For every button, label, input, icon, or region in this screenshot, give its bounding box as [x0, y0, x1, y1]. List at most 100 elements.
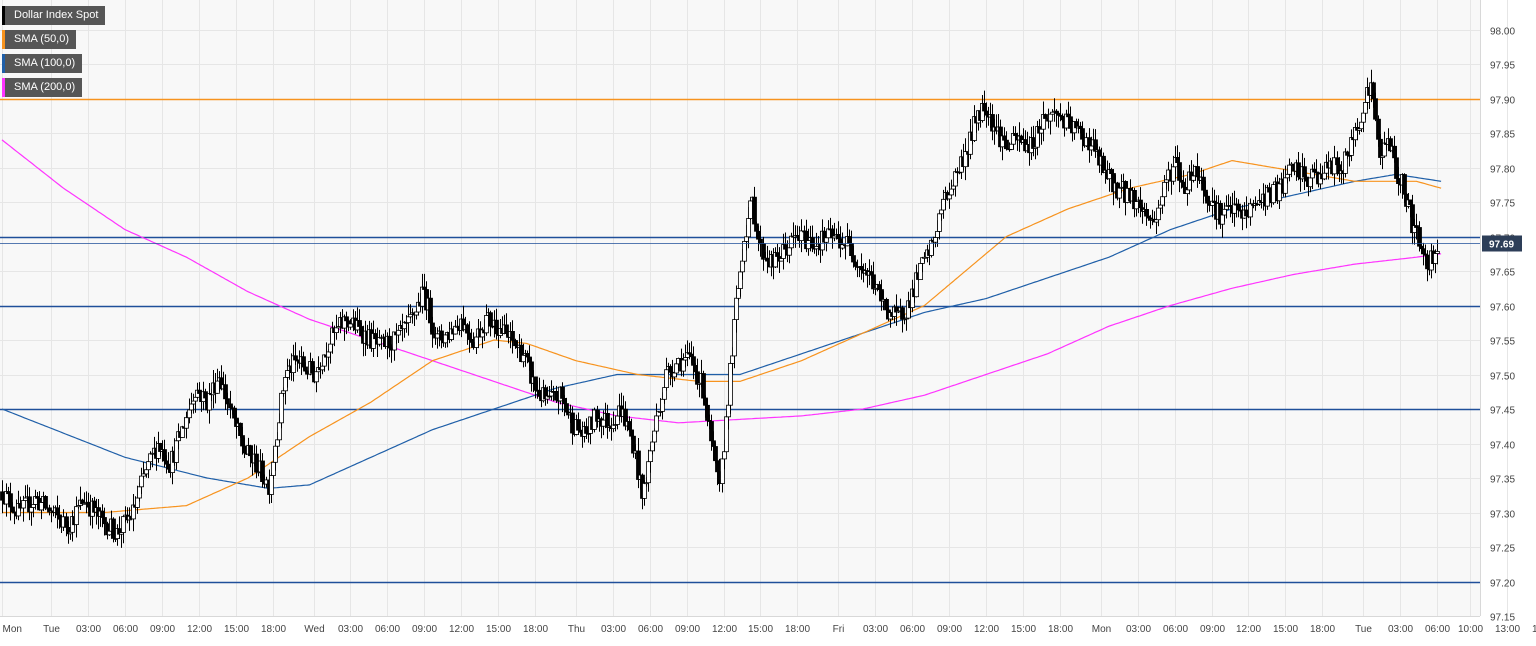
x-tick-label: 03:00: [338, 624, 363, 635]
x-tick-label: 03:00: [76, 624, 101, 635]
candle-body: [1297, 163, 1301, 177]
candle-body: [440, 331, 444, 340]
candle-body: [790, 236, 794, 248]
candle-body: [431, 323, 435, 334]
candle-body: [1284, 178, 1288, 194]
x-tick-label: 03:00: [601, 624, 626, 635]
candle-body: [714, 447, 718, 461]
candle-body: [1403, 175, 1407, 195]
candle-body: [1221, 215, 1225, 224]
candle-body: [1313, 169, 1317, 172]
legend-label: SMA (200,0): [14, 81, 75, 93]
candle-body: [1186, 190, 1190, 194]
candle-body: [1362, 113, 1366, 122]
candle-body: [655, 416, 659, 431]
candle-body: [136, 498, 140, 507]
candle-body: [327, 352, 331, 357]
candle-body: [58, 515, 62, 519]
candle-body: [122, 517, 126, 533]
candle-body: [784, 245, 788, 250]
candle-body: [272, 462, 276, 475]
candle-body: [321, 366, 325, 370]
candle-body: [138, 487, 142, 498]
x-tick-label: 06:00: [1425, 624, 1450, 635]
candle-body: [749, 201, 753, 219]
candle-body: [675, 364, 679, 373]
candle-body: [538, 390, 542, 396]
candle-body: [747, 219, 751, 237]
candle-body: [304, 367, 308, 371]
y-tick-label: 97.85: [1490, 130, 1515, 141]
candle-body: [942, 199, 946, 210]
candle-body: [692, 357, 696, 366]
x-tick-label: 18:00: [523, 624, 548, 635]
candle-body: [837, 234, 841, 238]
candle-body: [1010, 144, 1014, 149]
x-tick-label: 09:00: [937, 624, 962, 635]
candle-body: [985, 111, 989, 115]
candle-body: [630, 430, 634, 436]
candle-body: [948, 195, 952, 199]
x-tick-label: Tue: [1355, 624, 1372, 635]
candle-body: [274, 446, 278, 462]
candle-body: [1268, 188, 1272, 192]
candle-body: [800, 231, 804, 241]
y-tick-label: 97.35: [1490, 475, 1515, 486]
candle-body: [579, 430, 583, 432]
candle-body: [571, 413, 575, 433]
candle-body: [489, 313, 493, 326]
candle-body: [108, 531, 112, 535]
candle-body: [302, 357, 306, 367]
x-tick-label: Wed: [304, 624, 324, 635]
x-tick-label: 18:00: [785, 624, 810, 635]
candle-body: [11, 507, 15, 512]
candle-body: [682, 360, 686, 371]
x-tick-label: 09:00: [150, 624, 175, 635]
candle-body: [565, 404, 569, 413]
candle-body: [466, 325, 470, 333]
candle-body: [938, 214, 942, 232]
candle-body: [766, 258, 770, 261]
candle-body: [628, 422, 632, 430]
candle-body: [1196, 167, 1200, 177]
candle-body: [249, 446, 253, 456]
candle-body: [415, 312, 419, 315]
y-tick-label: 98.00: [1490, 27, 1515, 38]
candle-body: [983, 103, 987, 111]
x-tick-label: 06:00: [113, 624, 138, 635]
x-tick-label: 15:00: [486, 624, 511, 635]
candle-body: [585, 427, 589, 434]
candle-body: [815, 246, 819, 248]
candle-body: [165, 461, 169, 464]
candle-body: [1204, 190, 1208, 196]
candle-body: [663, 388, 667, 400]
candle-body: [145, 470, 149, 474]
candle-body: [954, 172, 958, 186]
candle-body: [710, 422, 714, 441]
candle-body: [198, 390, 202, 393]
candle-body: [1178, 163, 1182, 181]
x-tick-label: 12:00: [1236, 624, 1261, 635]
candle-body: [188, 410, 192, 418]
candle-body: [1397, 179, 1401, 184]
candle-body: [1278, 184, 1282, 201]
candle-body: [745, 237, 749, 242]
candle-body: [243, 446, 247, 453]
x-tick-label: 18:00: [1048, 624, 1073, 635]
candle-body: [1067, 114, 1071, 117]
candle-body: [140, 476, 144, 487]
candle-body: [854, 262, 858, 266]
candle-body: [606, 413, 610, 427]
candle-body: [743, 241, 747, 261]
candle-body: [278, 423, 282, 440]
y-tick-label: 97.95: [1490, 61, 1515, 72]
candle-body: [534, 377, 538, 390]
x-tick-label: 16:00: [1532, 624, 1536, 635]
y-tick-label: 97.65: [1490, 268, 1515, 279]
candle-body: [712, 441, 716, 447]
candle-body: [950, 189, 954, 195]
candle-body: [147, 462, 151, 470]
candle-body: [753, 197, 757, 224]
candle-body: [1223, 209, 1227, 215]
candle-body: [577, 420, 581, 431]
